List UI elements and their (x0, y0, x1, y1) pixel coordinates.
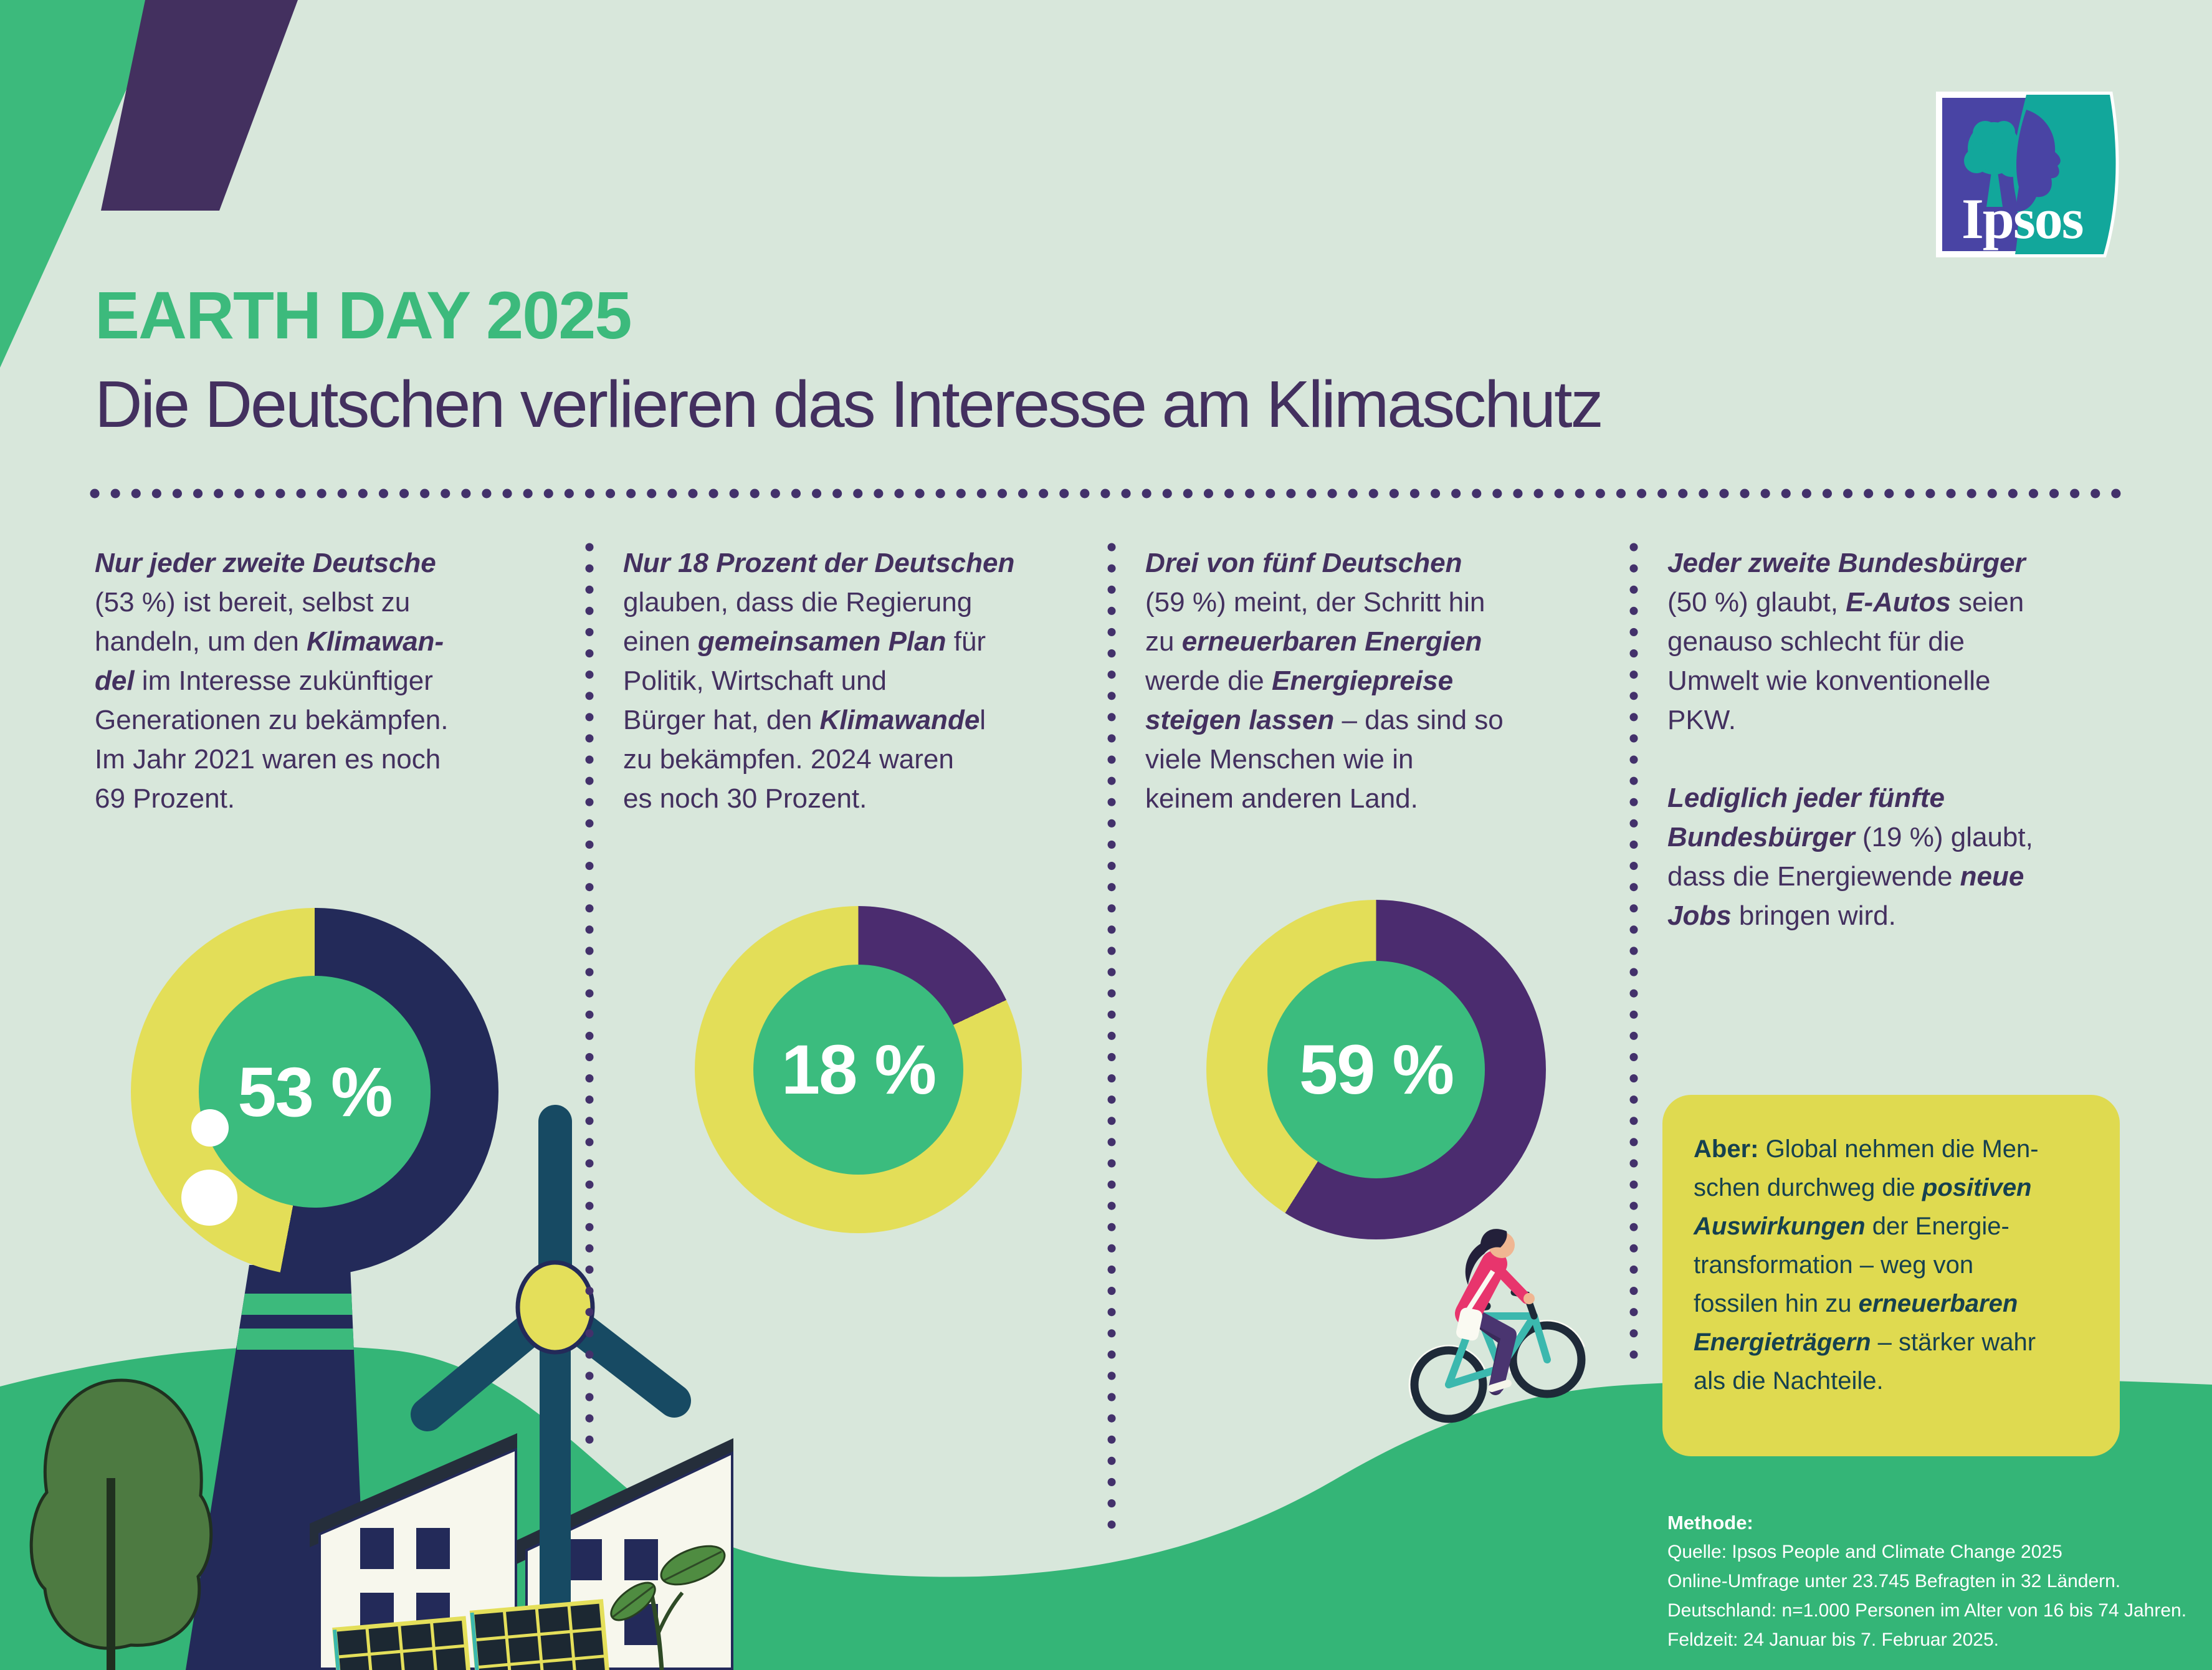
methode-source-block: Methode: Quelle: Ipsos People and Climat… (1667, 1508, 2187, 1654)
factory-buildings-illustration (310, 1433, 733, 1670)
thought-bubble-large (181, 1170, 237, 1226)
dotted-dividers (90, 489, 2122, 1542)
donut-chart-18-percent: 18 % (695, 906, 1022, 1233)
cyclist-hair (1465, 1229, 1507, 1285)
bike-rear-wheel (1410, 1346, 1487, 1423)
column-4-paragraph-2: Lediglich jeder fünfte Bundesbürger (19 %… (1667, 783, 2033, 931)
corner-green-triangle (0, 0, 167, 368)
aber-callout-box: Aber: Global nehmen die Men-schen durchw… (1662, 1095, 2120, 1456)
turbine-hub (515, 1260, 595, 1355)
donut-chart-59-percent: 59 % (1206, 900, 1546, 1239)
corner-purple-stripe (101, 0, 298, 211)
column-4-text: Jeder zweite Bundesbürger (50 %) glaubt, … (1667, 543, 2132, 935)
column-1-text: Nur jeder zweite Deutsche (53 %) ist bere… (95, 548, 449, 814)
bike-front-wheel (1509, 1321, 1586, 1398)
donut-chart-53-percent: 53 % (131, 908, 498, 1276)
donut-59-center-label: 59 % (1267, 961, 1485, 1178)
thought-bubble-small (191, 1109, 229, 1147)
column-3-text: Drei von fünf Deutschen (59 %) meint, der… (1145, 548, 1504, 814)
column-2-text: Nur 18 Prozent der Deutschen glauben, das… (623, 548, 1015, 814)
shoulder-bag (1456, 1307, 1482, 1341)
methode-heading: Methode: (1667, 1512, 1753, 1534)
sprout-illustration (610, 1545, 726, 1670)
solar-panels-illustration (332, 1599, 611, 1670)
page-kicker: EARTH DAY 2025 (95, 277, 632, 353)
methode-lines: Quelle: Ipsos People and Climate Change … (1667, 1542, 2187, 1650)
donut-18-center-label: 18 % (753, 965, 963, 1175)
tree-illustration (29, 1378, 213, 1670)
column-4-paragraph-1: Jeder zweite Bundesbürger (50 %) glaubt, … (1667, 548, 2026, 735)
ipsos-wordmark: Ipsos (1962, 187, 2083, 250)
cyclist-illustration (1408, 1229, 1586, 1423)
wind-turbine-illustration (411, 1105, 691, 1670)
donut-53-center-label: 53 % (199, 976, 431, 1208)
page-title: Die Deutschen verlieren das Interesse am… (95, 368, 1604, 441)
ipsos-face-motif (2015, 110, 2061, 212)
ipsos-logo: Ipsos (1936, 92, 2119, 257)
